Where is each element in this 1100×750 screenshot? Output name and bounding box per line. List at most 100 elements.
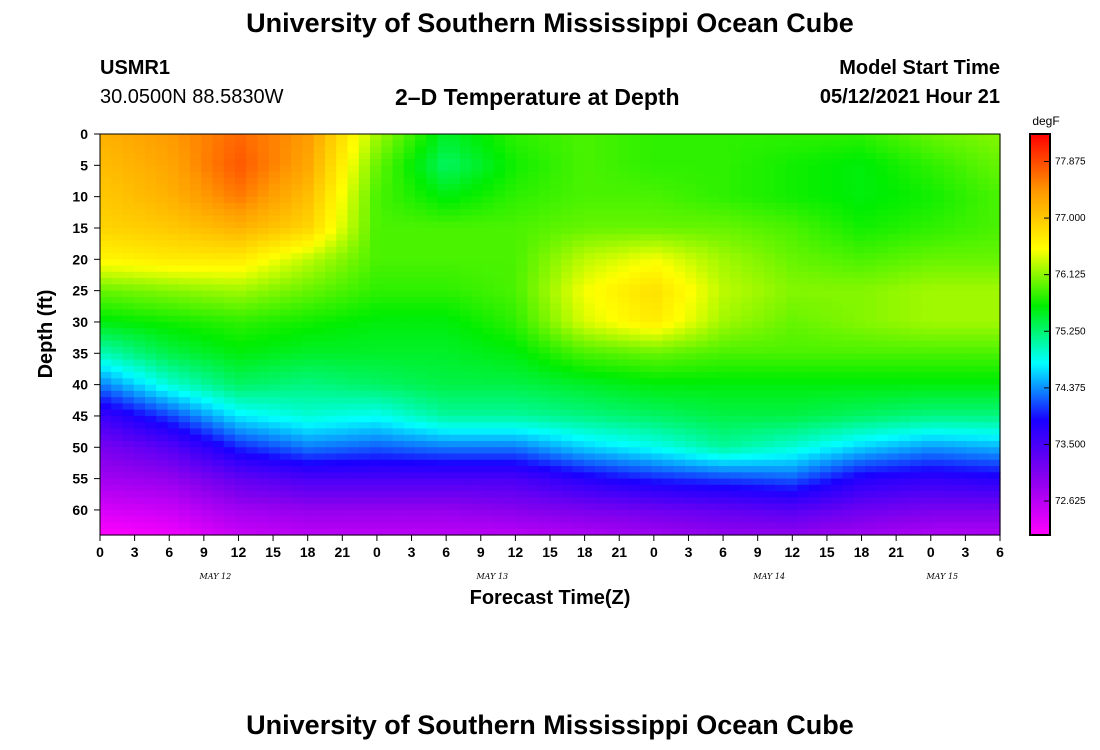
- heatmap-cell: [268, 290, 281, 298]
- heatmap-cell: [820, 284, 832, 292]
- heatmap-cell: [471, 309, 484, 317]
- heatmap-cell: [505, 265, 517, 273]
- heatmap-cell: [707, 227, 720, 235]
- heatmap-cell: [381, 284, 394, 292]
- heatmap-cell: [606, 215, 619, 223]
- heatmap-cell: [966, 353, 979, 361]
- heatmap-cell: [381, 428, 394, 436]
- heatmap-cell: [797, 196, 810, 204]
- heatmap-cell: [493, 403, 506, 411]
- heatmap-cell: [156, 159, 169, 166]
- heatmap-cell: [595, 209, 607, 217]
- heatmap-cell: [460, 459, 472, 467]
- heatmap-cell: [898, 215, 911, 223]
- heatmap-cell: [493, 271, 506, 279]
- heatmap-cell: [606, 353, 619, 361]
- heatmap-cell: [752, 259, 765, 267]
- heatmap-cell: [527, 159, 540, 166]
- heatmap-cell: [606, 259, 619, 267]
- heatmap-cell: [831, 478, 844, 486]
- heatmap-cell: [392, 484, 405, 492]
- heatmap-cell: [100, 340, 112, 348]
- heatmap-cell: [718, 165, 731, 173]
- heatmap-cell: [302, 246, 315, 254]
- heatmap-cell: [842, 315, 855, 323]
- heatmap-cell: [190, 403, 202, 411]
- heatmap-cell: [347, 516, 360, 524]
- heatmap-cell: [741, 215, 754, 223]
- heatmap-cell: [797, 353, 810, 361]
- heatmap-cell: [763, 453, 776, 461]
- heatmap-cell: [696, 334, 709, 342]
- heatmap-cell: [898, 246, 911, 254]
- heatmap-cell: [313, 284, 326, 292]
- heatmap-cell: [673, 365, 686, 373]
- heatmap-cell: [381, 509, 394, 517]
- heatmap-cell: [325, 441, 337, 448]
- heatmap-cell: [167, 497, 180, 505]
- heatmap-cell: [617, 353, 630, 361]
- heatmap-cell: [212, 397, 225, 405]
- heatmap-cell: [190, 309, 202, 317]
- heatmap-cell: [718, 290, 731, 298]
- heatmap-cell: [403, 384, 416, 392]
- heatmap-cell: [955, 184, 967, 191]
- heatmap-cell: [797, 227, 810, 235]
- heatmap-cell: [561, 315, 574, 323]
- heatmap-cell: [628, 253, 641, 260]
- heatmap-cell: [943, 478, 956, 486]
- heatmap-cell: [460, 422, 472, 430]
- heatmap-cell: [392, 441, 405, 448]
- heatmap-cell: [932, 296, 945, 304]
- heatmap-cell: [347, 509, 360, 517]
- heatmap-cell: [212, 466, 225, 473]
- heatmap-cell: [865, 340, 877, 348]
- heatmap-cell: [257, 315, 270, 323]
- heatmap-cell: [718, 315, 731, 323]
- heatmap-cell: [842, 209, 855, 217]
- heatmap-cell: [145, 190, 157, 198]
- heatmap-cell: [291, 271, 304, 279]
- heatmap-cell: [550, 447, 562, 455]
- heatmap-cell: [280, 516, 292, 524]
- heatmap-cell: [133, 215, 146, 223]
- heatmap-cell: [707, 372, 720, 379]
- heatmap-cell: [820, 478, 832, 486]
- heatmap-cell: [550, 196, 562, 204]
- heatmap-cell: [111, 152, 124, 160]
- heatmap-cell: [538, 478, 551, 486]
- heatmap-cell: [707, 171, 720, 179]
- heatmap-cell: [347, 184, 360, 191]
- heatmap-cell: [977, 296, 990, 304]
- heatmap-cell: [246, 378, 259, 386]
- heatmap-cell: [966, 315, 979, 323]
- heatmap-cell: [775, 415, 787, 423]
- heatmap-cell: [325, 397, 337, 405]
- heatmap-cell: [302, 146, 315, 154]
- heatmap-cell: [370, 190, 382, 198]
- heatmap-cell: [280, 259, 292, 267]
- heatmap-cell: [876, 221, 889, 229]
- heatmap-cell: [718, 159, 731, 166]
- heatmap-cell: [122, 303, 135, 311]
- heatmap-cell: [617, 434, 630, 442]
- heatmap-cell: [718, 296, 731, 304]
- heatmap-cell: [133, 365, 146, 373]
- heatmap-cell: [437, 146, 450, 154]
- heatmap-cell: [392, 328, 405, 336]
- heatmap-cell: [583, 466, 596, 473]
- heatmap-cell: [640, 146, 652, 154]
- heatmap-cell: [707, 202, 720, 210]
- heatmap-cell: [313, 184, 326, 191]
- heatmap-cell: [111, 246, 124, 254]
- heatmap-cell: [932, 221, 945, 229]
- heatmap-cell: [876, 390, 889, 398]
- heatmap-cell: [808, 328, 821, 336]
- heatmap-cell: [651, 353, 664, 361]
- heatmap-cell: [538, 491, 551, 499]
- heatmap-cell: [426, 415, 439, 423]
- heatmap-cell: [977, 372, 990, 379]
- heatmap-cell: [145, 315, 157, 323]
- heatmap-cell: [831, 234, 844, 242]
- heatmap-cell: [741, 453, 754, 461]
